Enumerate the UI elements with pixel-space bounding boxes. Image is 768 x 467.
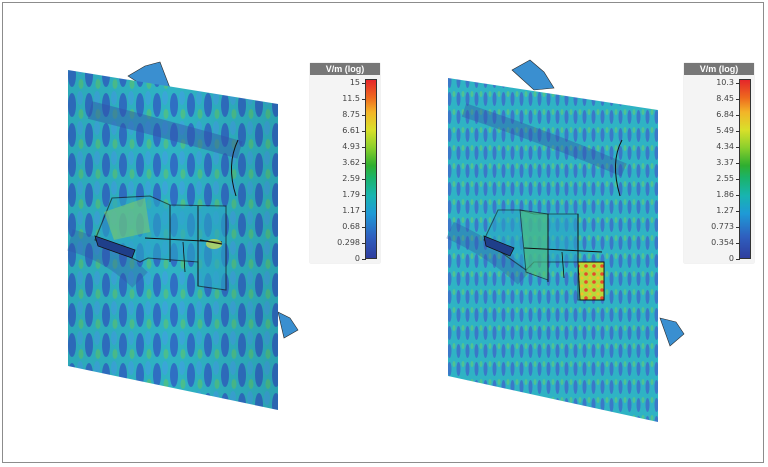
right-tick-8: 1.86 [716,190,740,199]
right-tick-6: 3.37 [716,158,740,167]
left-field-simulation-panel: V/m (log) 15 11.5 8.75 6.61 4.93 3.62 2.… [67,61,380,410]
right-arc-edge [615,139,623,197]
left-tick-11: 0.298 [337,238,366,247]
left-tick-1: 15 [349,78,367,87]
right-top-fin [511,59,555,91]
right-tick-10: 0.773 [711,222,740,231]
right-tick-5: 4.34 [716,142,740,151]
left-legend: V/m (log) 15 11.5 8.75 6.61 4.93 3.62 2.… [310,63,380,263]
right-colorbar [739,79,751,259]
right-tick-4: 5.49 [716,126,740,135]
left-colorbar [365,79,377,259]
right-tick-3: 6.84 [716,110,740,119]
left-tick-9: 1.17 [342,206,366,215]
left-bottom-fin [277,311,299,339]
left-tick-6: 3.62 [342,158,366,167]
left-legend-ticks: 15 11.5 8.75 6.61 4.93 3.62 2.59 1.79 1.… [310,78,367,263]
left-tick-12: 0 [354,254,367,263]
left-tick-4: 6.61 [342,126,366,135]
left-legend-title: V/m (log) [310,63,380,75]
left-tick-2: 11.5 [342,94,366,103]
right-tick-7: 2.55 [716,174,740,183]
right-legend: V/m (log) 10.3 8.45 6.84 5.49 4.34 3.37 … [684,63,754,263]
right-legend-title: V/m (log) [684,63,754,75]
right-tick-9: 1.27 [716,206,740,215]
right-hotspot-region [577,261,605,301]
left-arc-edge [231,139,239,197]
right-tick-11: 0.354 [711,238,740,247]
right-tick-2: 8.45 [716,94,740,103]
right-tick-12: 0 [728,254,741,263]
left-field-plate-render [67,61,299,410]
left-tick-10: 0.68 [342,222,366,231]
left-tick-5: 4.93 [342,142,366,151]
left-tick-3: 8.75 [342,110,366,119]
right-legend-ticks: 10.3 8.45 6.84 5.49 4.34 3.37 2.55 1.86 … [684,78,741,263]
right-bottom-fin [659,317,685,347]
right-field-plate-render [446,59,685,422]
right-tick-1: 10.3 [716,78,740,87]
right-field-simulation-panel: V/m (log) 10.3 8.45 6.84 5.49 4.34 3.37 … [384,0,768,467]
left-tick-7: 2.59 [342,174,366,183]
left-tick-8: 1.79 [342,190,366,199]
